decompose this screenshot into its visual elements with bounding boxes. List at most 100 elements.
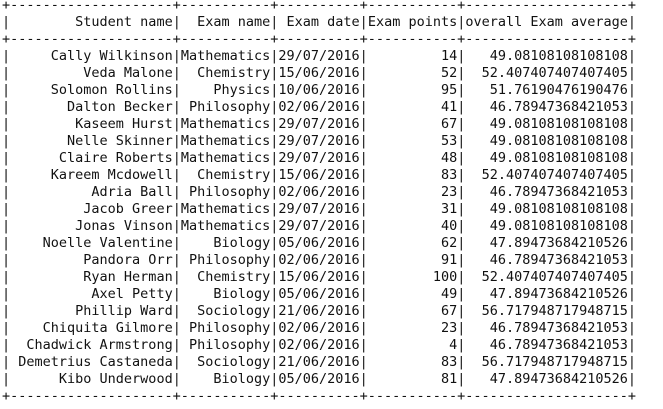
table-cell: Biology	[180, 371, 271, 387]
table-cell: Solomon Rollins	[10, 82, 173, 98]
table-cell: Jacob Greer	[10, 201, 173, 217]
table-cell: 02/06/2016	[278, 99, 360, 115]
table-cell: 56.717948717948715	[465, 354, 628, 370]
table-cell: 52.407407407407405	[465, 269, 628, 285]
table-cell: 49.08108108108108	[465, 201, 628, 217]
table-row: | Kibo Underwood| Biology|05/06/2016| 81…	[2, 371, 637, 387]
table-cell: Mathematics	[180, 133, 271, 149]
table-cell: Kaseem Hurst	[10, 116, 173, 132]
table-cell: Demetrius Castaneda	[10, 354, 173, 370]
table-cell: 23	[367, 320, 458, 336]
table-cell: 29/07/2016	[278, 48, 360, 64]
column-header: Exam name	[180, 14, 271, 30]
table-cell: 67	[367, 303, 458, 319]
table-cell: Mathematics	[180, 218, 271, 234]
table-cell: 29/07/2016	[278, 133, 360, 149]
table-row: | Chiquita Gilmore| Philosophy|02/06/201…	[2, 320, 637, 336]
table-cell: 91	[367, 252, 458, 268]
table-cell: 62	[367, 235, 458, 251]
table-row: | Demetrius Castaneda| Sociology|21/06/2…	[2, 354, 637, 370]
table-cell: 23	[367, 184, 458, 200]
table-cell: 47.89473684210526	[465, 235, 628, 251]
table-row: | Cally Wilkinson|Mathematics|29/07/2016…	[2, 48, 637, 64]
table-cell: Dalton Becker	[10, 99, 173, 115]
table-cell: 47.89473684210526	[465, 371, 628, 387]
table-cell: 83	[367, 354, 458, 370]
table-cell: Noelle Valentine	[10, 235, 173, 251]
table-cell: 95	[367, 82, 458, 98]
table-header-row: | Student name| Exam name| Exam date|Exa…	[2, 14, 637, 30]
table-cell: Chiquita Gilmore	[10, 320, 173, 336]
table-row: | Phillip Ward| Sociology|21/06/2016| 67…	[2, 303, 637, 319]
table-cell: 51.76190476190476	[465, 82, 628, 98]
table-cell: 4	[367, 337, 458, 353]
column-header: overall Exam average	[465, 14, 628, 30]
table-cell: Mathematics	[180, 150, 271, 166]
table-cell: 29/07/2016	[278, 116, 360, 132]
table-cell: Philosophy	[180, 337, 271, 353]
table-row: | Ryan Herman| Chemistry|15/06/2016| 100…	[2, 269, 637, 285]
table-row: | Veda Malone| Chemistry|15/06/2016| 52|…	[2, 65, 637, 81]
table-cell: Kareem Mcdowell	[10, 167, 173, 183]
table-cell: Sociology	[180, 303, 271, 319]
table-cell: Pandora Orr	[10, 252, 173, 268]
table-cell: Cally Wilkinson	[10, 48, 173, 64]
table-cell: 53	[367, 133, 458, 149]
table-cell: 29/07/2016	[278, 201, 360, 217]
table-cell: Claire Roberts	[10, 150, 173, 166]
table-row: | Dalton Becker| Philosophy|02/06/2016| …	[2, 99, 637, 115]
table-cell: Sociology	[180, 354, 271, 370]
table-row: | Pandora Orr| Philosophy|02/06/2016| 91…	[2, 252, 637, 268]
table-cell: 49.08108108108108	[465, 48, 628, 64]
table-row: | Solomon Rollins| Physics|10/06/2016| 9…	[2, 82, 637, 98]
table-cell: Ryan Herman	[10, 269, 173, 285]
table-cell: Chemistry	[180, 269, 271, 285]
table-cell: Biology	[180, 235, 271, 251]
table-cell: Philosophy	[180, 320, 271, 336]
table-cell: 05/06/2016	[278, 286, 360, 302]
table-cell: 52.407407407407405	[465, 65, 628, 81]
table-cell: 46.78947368421053	[465, 99, 628, 115]
table-cell: 05/06/2016	[278, 235, 360, 251]
table-cell: Philosophy	[180, 99, 271, 115]
console-output: +--------------------+-----------+------…	[2, 0, 636, 405]
table-cell: 14	[367, 48, 458, 64]
table-cell: 05/06/2016	[278, 371, 360, 387]
table-cell: Nelle Skinner	[10, 133, 173, 149]
table-row: | Kareem Mcdowell| Chemistry|15/06/2016|…	[2, 167, 637, 183]
table-cell: 02/06/2016	[278, 252, 360, 268]
table-row: | Nelle Skinner|Mathematics|29/07/2016| …	[2, 133, 637, 149]
table-border-top: +--------------------+-----------+------…	[2, 0, 636, 13]
table-cell: 48	[367, 150, 458, 166]
table-cell: Philosophy	[180, 252, 271, 268]
table-cell: 40	[367, 218, 458, 234]
table-cell: Biology	[180, 286, 271, 302]
table-cell: 21/06/2016	[278, 303, 360, 319]
table-cell: Adria Ball	[10, 184, 173, 200]
table-cell: 83	[367, 167, 458, 183]
table-cell: Kibo Underwood	[10, 371, 173, 387]
table-cell: Chemistry	[180, 65, 271, 81]
table-border-bottom: +--------------------+-----------+------…	[2, 388, 636, 404]
table-cell: 15/06/2016	[278, 269, 360, 285]
table-cell: 31	[367, 201, 458, 217]
table-cell: 49.08108108108108	[465, 218, 628, 234]
table-cell: 67	[367, 116, 458, 132]
table-cell: 15/06/2016	[278, 65, 360, 81]
table-cell: 52	[367, 65, 458, 81]
column-header: Exam points	[367, 14, 458, 30]
table-cell: 46.78947368421053	[465, 184, 628, 200]
table-cell: 46.78947368421053	[465, 252, 628, 268]
table-cell: 29/07/2016	[278, 218, 360, 234]
table-cell: 100	[367, 269, 458, 285]
column-header: Student name	[10, 14, 173, 30]
table-cell: Chadwick Armstrong	[10, 337, 173, 353]
table-cell: 47.89473684210526	[465, 286, 628, 302]
table-cell: 81	[367, 371, 458, 387]
table-cell: 56.717948717948715	[465, 303, 628, 319]
table-row: | Jonas Vinson|Mathematics|29/07/2016| 4…	[2, 218, 637, 234]
table-border-header: +--------------------+-----------+------…	[2, 31, 636, 47]
table-cell: Philosophy	[180, 184, 271, 200]
table-cell: 02/06/2016	[278, 337, 360, 353]
table-cell: Mathematics	[180, 48, 271, 64]
